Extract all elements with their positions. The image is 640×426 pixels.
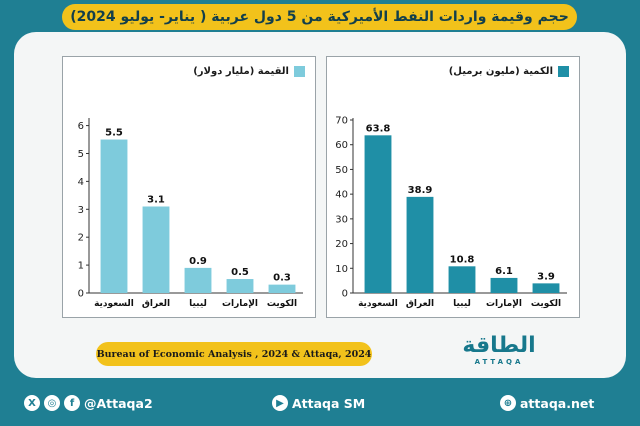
value-category-label: ليبيا: [189, 299, 207, 309]
value-chart-card: القيمة (مليار دولار) 0 1 2 3 4 5 6 5.5 السعودية 3…: [62, 56, 316, 318]
quantity-y-tick-label: 10: [335, 264, 348, 275]
x-icon[interactable]: X: [24, 395, 40, 411]
website-url[interactable]: attaqa.net: [520, 395, 595, 411]
value-y-tick-label: 2: [78, 233, 84, 244]
source-banner: Bureau of Economic Analysis , 2024 & Att…: [96, 342, 372, 366]
social-links: X ◎ f @Attaqa2: [24, 395, 153, 411]
chart-title: حجم وقيمة واردات النفط الأميركية من 5 دو…: [70, 9, 569, 25]
value-data-label: 5.5: [105, 128, 123, 139]
value-bar: [226, 279, 254, 293]
value-data-label: 0.9: [189, 256, 207, 267]
quantity-chart-card: الكمية (مليون برميل) 0 10 20 30 40 50 60 70 63.8…: [326, 56, 580, 318]
value-legend-swatch: [294, 66, 305, 77]
instagram-icon[interactable]: ◎: [44, 395, 60, 411]
quantity-category-label: الكويت: [531, 299, 561, 309]
quantity-legend-swatch: [558, 66, 569, 77]
youtube-icon[interactable]: ▶: [272, 395, 288, 411]
quantity-bar: [448, 266, 476, 293]
value-legend-label: القيمة (مليار دولار): [193, 66, 289, 77]
value-bar: [184, 267, 212, 293]
logo-subtitle: ATTAQA: [474, 358, 524, 366]
value-y-tick-label: 6: [78, 121, 84, 132]
value-data-label: 0.3: [273, 273, 291, 284]
value-category-label: الإمارات: [222, 299, 258, 309]
value-bar: [100, 139, 128, 293]
quantity-y-tick-label: 50: [335, 165, 348, 176]
quantity-y-tick-label: 30: [335, 214, 348, 225]
attaqa-logo: الطاقة ATTAQA: [436, 333, 562, 367]
youtube-channel[interactable]: Attaqa SM: [292, 395, 366, 411]
value-y-tick-label: 0: [78, 289, 84, 300]
source-text: Bureau of Economic Analysis , 2024 & Att…: [96, 348, 372, 360]
value-y-tick-label: 3: [78, 205, 84, 216]
value-category-label: العراق: [142, 299, 170, 309]
quantity-legend: الكمية (مليون برميل): [449, 66, 569, 77]
quantity-category-label: الإمارات: [486, 299, 522, 309]
website-link: ⊕ attaqa.net: [500, 395, 594, 411]
quantity-y-tick-label: 40: [335, 190, 348, 201]
quantity-data-label: 63.8: [366, 123, 391, 134]
globe-icon[interactable]: ⊕: [500, 395, 516, 411]
value-bar: [142, 206, 170, 293]
quantity-data-label: 10.8: [450, 254, 475, 265]
value-data-label: 0.5: [231, 267, 249, 278]
value-legend: القيمة (مليار دولار): [193, 66, 305, 77]
quantity-y-tick-label: 60: [335, 140, 348, 151]
quantity-category-label: السعودية: [358, 299, 398, 309]
value-category-label: الكويت: [267, 299, 297, 309]
social-handle[interactable]: @Attaqa2: [84, 395, 153, 411]
quantity-bar: [532, 283, 560, 293]
value-category-label: السعودية: [94, 299, 134, 309]
quantity-data-label: 6.1: [495, 266, 513, 277]
quantity-bar: [364, 135, 392, 293]
value-bar: [268, 284, 296, 293]
value-bar-chart: 0 1 2 3 4 5 6 5.5 السعودية 3.1 العراق 0.9 ليبيا 0.5 ال…: [78, 118, 303, 309]
quantity-data-label: 38.9: [408, 185, 433, 196]
quantity-bar-chart: 0 10 20 30 40 50 60 70 63.8 السعودية 38.9 العراق 10.…: [335, 116, 567, 309]
value-y-tick-label: 1: [78, 261, 84, 272]
quantity-y-tick-label: 0: [342, 289, 348, 300]
quantity-y-tick-label: 20: [335, 239, 348, 250]
title-banner: حجم وقيمة واردات النفط الأميركية من 5 دو…: [62, 4, 577, 30]
value-y-tick-label: 4: [78, 177, 84, 188]
quantity-legend-label: الكمية (مليون برميل): [448, 66, 553, 77]
quantity-bar: [406, 196, 434, 293]
quantity-data-label: 3.9: [537, 271, 555, 282]
youtube-link: ▶ Attaqa SM: [272, 395, 365, 411]
facebook-icon[interactable]: f: [64, 395, 80, 411]
value-y-tick-label: 5: [78, 149, 84, 160]
footer: X ◎ f @Attaqa2 ▶ Attaqa SM ⊕ attaqa.net: [0, 386, 640, 422]
logo-name: الطاقة: [462, 333, 536, 358]
value-data-label: 3.1: [147, 195, 165, 206]
quantity-category-label: ليبيا: [453, 299, 471, 309]
quantity-category-label: العراق: [406, 299, 434, 309]
quantity-bar: [490, 277, 518, 293]
quantity-y-tick-label: 70: [335, 116, 348, 127]
